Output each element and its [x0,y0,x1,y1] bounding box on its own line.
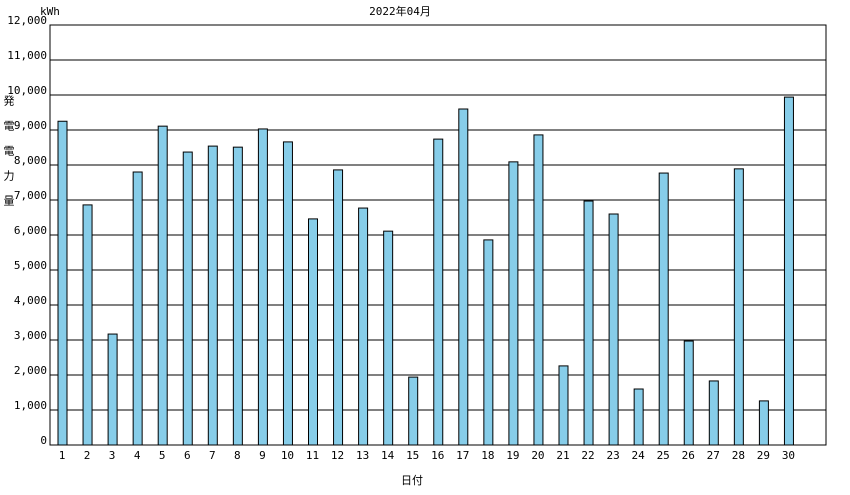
bar [82,204,93,446]
bar [558,365,569,446]
bar [182,151,193,446]
x-tick-label: 13 [356,449,369,462]
bar [783,96,794,446]
x-tick-label: 2 [84,449,91,462]
y-tick-label: 9,000 [14,119,47,132]
x-axis-label: 日付 [401,474,423,487]
x-tick-label: 19 [506,449,519,462]
bar [132,171,143,446]
y-tick-label: 0 [40,434,47,447]
x-tick-label: 8 [234,449,241,462]
chart-title: 2022年04月 [369,4,431,18]
y-tick-label: 12,000 [7,14,47,27]
x-tick-label: 15 [406,449,419,462]
unit-label: kWh [40,5,60,18]
x-tick-label: 12 [331,449,344,462]
y-tick-label: 11,000 [7,49,47,62]
y-tick-label: 3,000 [14,329,47,342]
bar [358,207,369,446]
x-tick-label: 28 [732,449,745,462]
y-axis-label: 発電電力量 [2,94,15,220]
bar [433,138,444,446]
bar [683,340,694,446]
x-tick-label: 27 [707,449,720,462]
bar [282,141,293,446]
x-tick-label: 6 [184,449,191,462]
bar [708,380,719,446]
x-tick-label: 7 [209,449,216,462]
bar [107,333,118,446]
x-tick-label: 30 [782,449,795,462]
bar [207,145,218,446]
bar [633,388,644,446]
bar [458,108,469,446]
x-tick-label: 9 [259,449,266,462]
y-tick-label: 7,000 [14,189,47,202]
x-tick-label: 21 [556,449,569,462]
bar [383,230,394,446]
bar [408,376,419,446]
x-tick-label: 23 [606,449,619,462]
bar [608,213,619,446]
x-tick-label: 24 [632,449,646,462]
y-tick-label: 1,000 [14,399,47,412]
bar [257,128,268,446]
bar [733,168,744,446]
x-tick-label: 26 [682,449,695,462]
x-tick-label: 1 [59,449,66,462]
bar [333,169,344,446]
y-tick-label: 5,000 [14,259,47,272]
bar [508,161,519,446]
y-tick-label: 6,000 [14,224,47,237]
y-tick-label: 10,000 [7,84,47,97]
y-tick-label: 2,000 [14,364,47,377]
x-tick-label: 16 [431,449,444,462]
bar [483,239,494,446]
x-tick-label: 3 [109,449,116,462]
x-tick-label: 4 [134,449,141,462]
x-tick-label: 5 [159,449,166,462]
bar [658,172,669,446]
x-tick-label: 17 [456,449,469,462]
y-tick-label: 8,000 [14,154,47,167]
x-tick-label: 18 [481,449,494,462]
x-tick-label: 25 [657,449,670,462]
bar [157,125,168,446]
x-tick-label: 14 [381,449,395,462]
x-tick-label: 10 [281,449,294,462]
bar [232,146,243,446]
x-tick-label: 29 [757,449,770,462]
y-tick-label: 4,000 [14,294,47,307]
bar [57,120,68,446]
bar [308,218,318,446]
bar [758,400,769,446]
x-tick-label: 11 [306,449,319,462]
bar [583,200,594,446]
x-tick-label: 22 [581,449,594,462]
bar [533,134,544,446]
x-tick-label: 20 [531,449,544,462]
